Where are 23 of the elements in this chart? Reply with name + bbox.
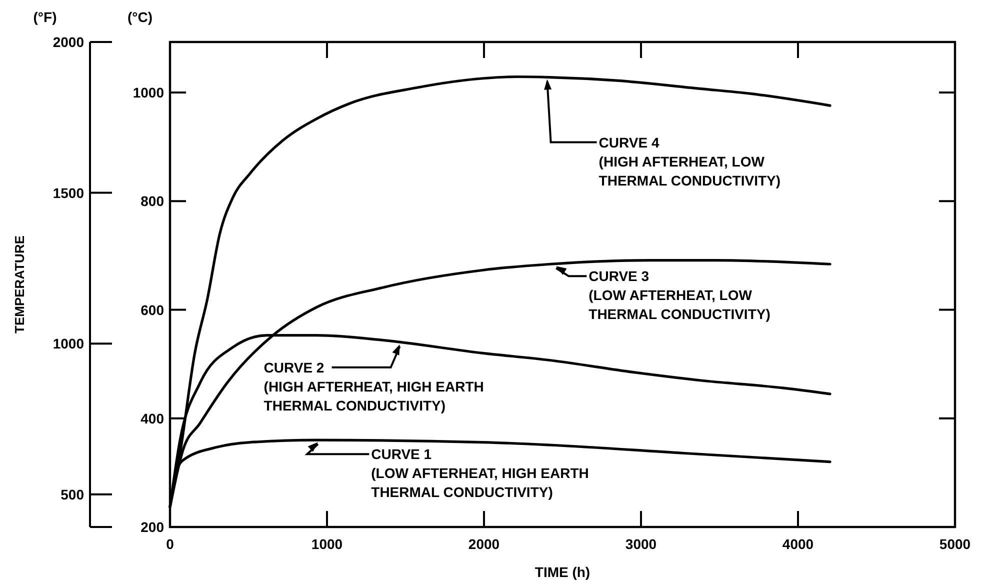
x-tick-label: 4000 [782, 536, 814, 552]
x-tick-label: 2000 [468, 536, 500, 552]
x-tick-label: 3000 [625, 536, 657, 552]
y2-tick-label: 1000 [52, 336, 84, 352]
y2-tick-label: 2000 [52, 34, 84, 50]
y2-axis-title: (°F) [33, 9, 57, 25]
y-tick-label: 1000 [132, 84, 164, 101]
annotation: CURVE 4 (HIGH AFTERHEAT, LOW THERMAL CONDUCTIVITY) [598, 134, 781, 188]
x-tick-label: 0 [166, 536, 174, 552]
annotation: CURVE 3 (LOW AFTERHEAT, LOW THERMAL CONDUCTIVITY) [588, 268, 770, 322]
y-tick-label: 400 [140, 410, 164, 426]
x-tick-label: 1000 [311, 536, 343, 552]
y-axis-title: (°C) [127, 9, 153, 25]
x-axis-title: TIME (h) [534, 564, 590, 580]
y-tick-label: 600 [140, 302, 164, 318]
y-tick-label: 200 [140, 519, 164, 535]
x-tick-label: 5000 [939, 536, 971, 552]
annotation: CURVE 2 (HIGH AFTERHEAT, HIGH EARTH THERMAL CONDUCTIVITY) [264, 359, 484, 414]
y-tick-label: 800 [140, 193, 164, 210]
annotation: CURVE 1 (LOW AFTERHEAT, HIGH EARTH THERMAL CONDUCTIVITY) [371, 446, 589, 500]
text: TEMPERATURE [12, 235, 27, 334]
y2-tick-label: 500 [60, 486, 84, 502]
y2-tick-label: 1500 [52, 184, 84, 201]
